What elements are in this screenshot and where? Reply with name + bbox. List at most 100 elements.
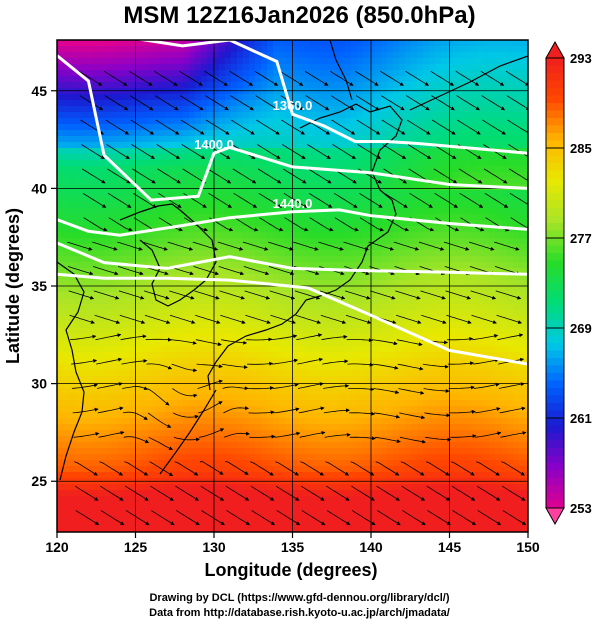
- streamline: [476, 485, 501, 501]
- sakhalin-coastline: [329, 40, 353, 101]
- streamline: [401, 485, 426, 501]
- streamline: [321, 334, 348, 341]
- colorbar-segment: [546, 268, 564, 277]
- streamline: [169, 314, 196, 324]
- streamline: [222, 386, 249, 391]
- streamline: [400, 461, 425, 476]
- streamline: [496, 314, 523, 324]
- colorbar-segment: [546, 410, 564, 419]
- colorbar-segment: [546, 433, 564, 442]
- streamline: [395, 290, 421, 300]
- colorbar-tick-label: 285: [570, 141, 592, 156]
- colorbar-segment: [546, 163, 564, 172]
- streamline: [356, 119, 381, 135]
- streamline: [256, 119, 280, 135]
- streamline: [70, 334, 97, 341]
- streamline: [100, 510, 125, 526]
- streamline: [472, 333, 499, 341]
- streamline: [146, 363, 173, 370]
- streamline: [254, 70, 279, 86]
- streamline: [508, 168, 528, 182]
- streamline: [156, 144, 181, 160]
- streamline: [107, 192, 132, 208]
- streamline: [372, 363, 399, 370]
- colorbar-segment: [546, 200, 564, 209]
- streamline: [257, 168, 282, 184]
- streamline: [108, 217, 133, 232]
- streamline: [268, 266, 295, 276]
- colorbar-tick-label: 269: [570, 321, 592, 336]
- streamline: [282, 144, 306, 160]
- colorbar-segment: [546, 65, 564, 74]
- streamline: [495, 290, 522, 300]
- streamline: [256, 144, 281, 160]
- streamline: [396, 339, 423, 347]
- streamline: [500, 431, 527, 438]
- streamline: [145, 337, 172, 342]
- colorbar-segment: [546, 253, 564, 262]
- streamline: [200, 485, 225, 501]
- streamline: [143, 290, 170, 300]
- streamline: [435, 217, 460, 232]
- streamline: [449, 409, 476, 414]
- streamline: [510, 217, 528, 229]
- streamline: [423, 388, 450, 393]
- streamline: [319, 290, 346, 300]
- streamline: [158, 217, 183, 232]
- streamline: [148, 436, 174, 451]
- colorbar-segment: [546, 485, 564, 494]
- streamline: [459, 192, 484, 208]
- streamline: [275, 461, 299, 476]
- streamline: [218, 266, 245, 276]
- streamline: [456, 95, 480, 111]
- manchuria-coastline: [119, 203, 181, 221]
- streamline: [224, 461, 249, 475]
- figure-title: MSM 12Z16Jan2026 (850.0hPa): [123, 2, 476, 29]
- streamline: [474, 407, 501, 414]
- streamline: [355, 95, 380, 111]
- streamline: [498, 382, 525, 389]
- colorbar-segment: [546, 208, 564, 217]
- y-tick-label: 30: [31, 376, 47, 392]
- y-tick-label: 45: [31, 83, 47, 99]
- streamline: [74, 485, 99, 501]
- colorbar-segment: [546, 455, 564, 464]
- streamline: [98, 430, 125, 438]
- streamline: [255, 95, 280, 111]
- colorbar-segment: [546, 470, 564, 479]
- x-axis-label: Longitude (degrees): [204, 560, 377, 580]
- streamline: [375, 461, 400, 476]
- streamline: [276, 510, 301, 526]
- streamline: [448, 385, 475, 390]
- streamline: [424, 412, 451, 418]
- streamline: [447, 361, 475, 366]
- axes: 120 125 130 135 140 145 150 25 30 35 40 45: [31, 83, 539, 555]
- streamline: [447, 336, 474, 341]
- streamline: [223, 406, 249, 414]
- streamline: [82, 192, 107, 208]
- streamline: [74, 461, 98, 476]
- streamline: [473, 382, 500, 389]
- colorbar-segment: [546, 290, 564, 299]
- streamline: [149, 461, 174, 477]
- streamline: [243, 266, 270, 276]
- streamline: [123, 436, 150, 444]
- colorbar-tick-label: 261: [570, 411, 592, 426]
- streamline: [93, 290, 120, 300]
- colorbar-segment: [546, 305, 564, 314]
- streamline: [174, 461, 199, 476]
- streamline: [219, 290, 245, 300]
- colorbar-segment: [546, 313, 564, 322]
- colorbar-segment: [546, 133, 564, 142]
- streamline: [431, 119, 456, 135]
- streamline: [450, 461, 475, 476]
- streamline: [300, 461, 324, 476]
- streamline: [249, 461, 274, 476]
- streamline: [94, 314, 121, 324]
- streamline: [155, 119, 180, 135]
- streamline: [247, 386, 274, 391]
- streamline: [472, 358, 499, 365]
- contour-line: [57, 54, 528, 202]
- colorbar-segment: [546, 283, 564, 292]
- streamline: [83, 217, 108, 232]
